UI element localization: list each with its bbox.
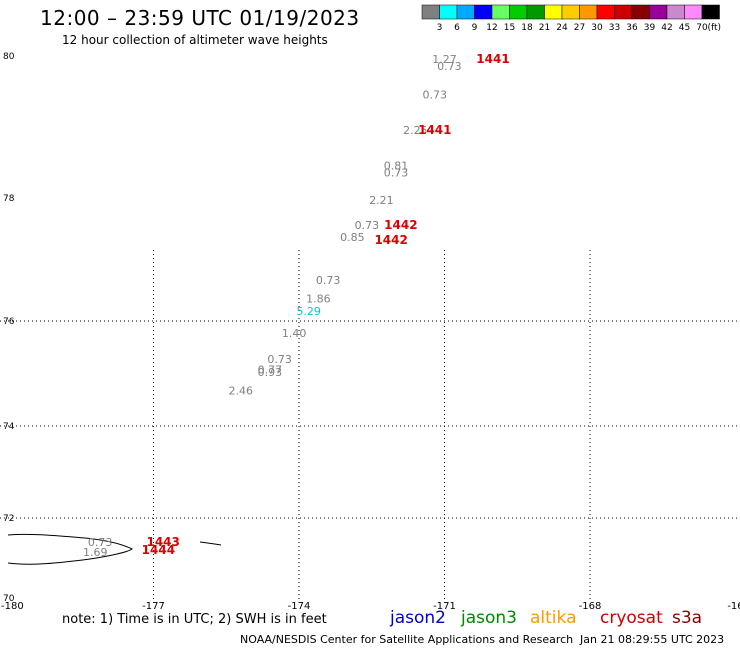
pass-time-label: 1444 xyxy=(142,543,175,557)
colorbar-swatch xyxy=(509,4,528,20)
colorbar-swatch xyxy=(526,4,545,20)
x-tick-label: -180 xyxy=(1,601,24,612)
colorbar-tick-label: 18 xyxy=(521,23,533,33)
colorbar-swatch xyxy=(439,4,458,20)
axis-tick-labels: -180 -177 -174 -171 -168 -16 70 72 74 76 78 80 xyxy=(1,52,740,612)
wave-height-value: 0.73 xyxy=(267,353,292,366)
wave-height-value: 0.73 xyxy=(437,60,462,73)
wave-height-value: 2.25 xyxy=(403,124,428,137)
colorbar-tick-label: 36 xyxy=(626,23,638,33)
x-tick-label: -168 xyxy=(579,601,602,612)
colorbar-tick-label: 70 xyxy=(696,23,708,33)
wave-height-value: 5.29 xyxy=(296,305,321,318)
y-tick-label: 74 xyxy=(3,422,15,432)
colorbar-swatch xyxy=(596,4,615,20)
colorbar-tick-label: 12 xyxy=(486,23,497,33)
colorbar-swatch xyxy=(474,4,493,20)
wave-height-value: 2.46 xyxy=(229,385,254,398)
wave-height-value: 0.73 xyxy=(88,536,113,549)
legend-altika: altika xyxy=(530,608,577,628)
generated-timestamp: Jan 21 08:29:55 UTC 2023 xyxy=(580,633,725,646)
colorbar-swatch xyxy=(579,4,598,20)
herald-island-outline xyxy=(199,541,222,546)
chart-subtitle: 12 hour collection of altimeter wave hei… xyxy=(62,33,328,47)
legend-cryosat: cryosat xyxy=(600,608,663,628)
wave-height-value: 1.69 xyxy=(83,546,108,559)
colorbar-swatch xyxy=(544,4,563,20)
colorbar-tick-label: 27 xyxy=(574,23,585,33)
colorbar-swatch xyxy=(614,4,633,20)
colorbar-tick-label: 3 xyxy=(437,23,443,33)
wave-height-value: 0.73 xyxy=(384,167,409,180)
colorbar-tick-label: 24 xyxy=(556,23,568,33)
y-tick-label: 80 xyxy=(3,52,15,62)
wave-height-value: 2.21 xyxy=(369,194,394,207)
colorbar-tick-label: 9 xyxy=(472,23,478,33)
colorbar: 3 6 9 12 15 18 21 24 27 30 33 36 39 42 45 70 (ft) xyxy=(421,4,722,33)
wave-height-labels: 1.270.730.732.250.810.732.210.730.850.73… xyxy=(83,53,462,559)
colorbar-tick-label: 15 xyxy=(504,23,515,33)
wave-height-value: 1.40 xyxy=(282,327,307,340)
y-tick-label: 78 xyxy=(3,194,15,204)
colorbar-tick-label: 39 xyxy=(644,23,656,33)
wrangel-island-outline xyxy=(7,533,133,565)
colorbar-swatch xyxy=(631,4,650,20)
y-tick-label: 72 xyxy=(3,514,14,524)
wave-height-value: 0.77 xyxy=(258,364,283,377)
credit-line: NOAA/NESDIS Center for Satellite Applica… xyxy=(240,633,574,646)
colorbar-swatch xyxy=(666,4,685,20)
wave-height-value: 1.86 xyxy=(306,293,331,306)
pass-time-label: 1441 xyxy=(418,123,451,137)
pass-time-label: 1442 xyxy=(374,233,407,247)
colorbar-swatch xyxy=(456,4,475,20)
pass-time-label: 1441 xyxy=(476,52,509,66)
colorbar-tick-label: 6 xyxy=(454,23,460,33)
colorbar-swatch xyxy=(491,4,510,20)
colorbar-tick-label: 21 xyxy=(539,23,550,33)
x-tick-label: -174 xyxy=(288,601,311,612)
legend-jason3: jason3 xyxy=(461,608,517,628)
chart-title: 12:00 – 23:59 UTC 01/19/2023 xyxy=(40,6,360,30)
wave-height-value: 0.73 xyxy=(355,219,380,232)
wave-height-value: 0.73 xyxy=(423,89,448,102)
colorbar-swatch xyxy=(701,4,720,20)
x-tick-label: -177 xyxy=(142,601,165,612)
wave-height-value: 0.93 xyxy=(258,366,283,379)
colorbar-swatch xyxy=(649,4,668,20)
wave-height-value: 0.73 xyxy=(316,274,341,287)
coastline xyxy=(7,533,222,565)
colorbar-swatch xyxy=(684,4,703,20)
pass-time-label: 1443 xyxy=(146,535,179,549)
legend-s3a: s3a xyxy=(672,608,703,628)
pass-time-label: 1442 xyxy=(384,218,417,232)
y-tick-label: 70 xyxy=(3,594,15,604)
colorbar-tick-label: 33 xyxy=(609,23,620,33)
x-tick-label: -171 xyxy=(433,601,456,612)
colorbar-tick-label: 30 xyxy=(591,23,603,33)
colorbar-unit: (ft) xyxy=(708,23,722,33)
wave-height-value: 0.85 xyxy=(340,231,365,244)
y-tick-label: 76 xyxy=(3,317,15,327)
legend-jason2: jason2 xyxy=(390,608,446,628)
colorbar-swatch xyxy=(561,4,580,20)
colorbar-tick-label: 42 xyxy=(661,23,672,33)
footnote: note: 1) Time is in UTC; 2) SWH is in fe… xyxy=(62,612,327,627)
wave-height-value: 0.81 xyxy=(384,160,409,173)
wave-height-value: 1.27 xyxy=(432,53,457,66)
grid-lines xyxy=(0,250,740,600)
colorbar-swatch xyxy=(421,4,440,20)
x-tick-label: -16 xyxy=(727,601,740,612)
colorbar-tick-label: 45 xyxy=(679,23,690,33)
